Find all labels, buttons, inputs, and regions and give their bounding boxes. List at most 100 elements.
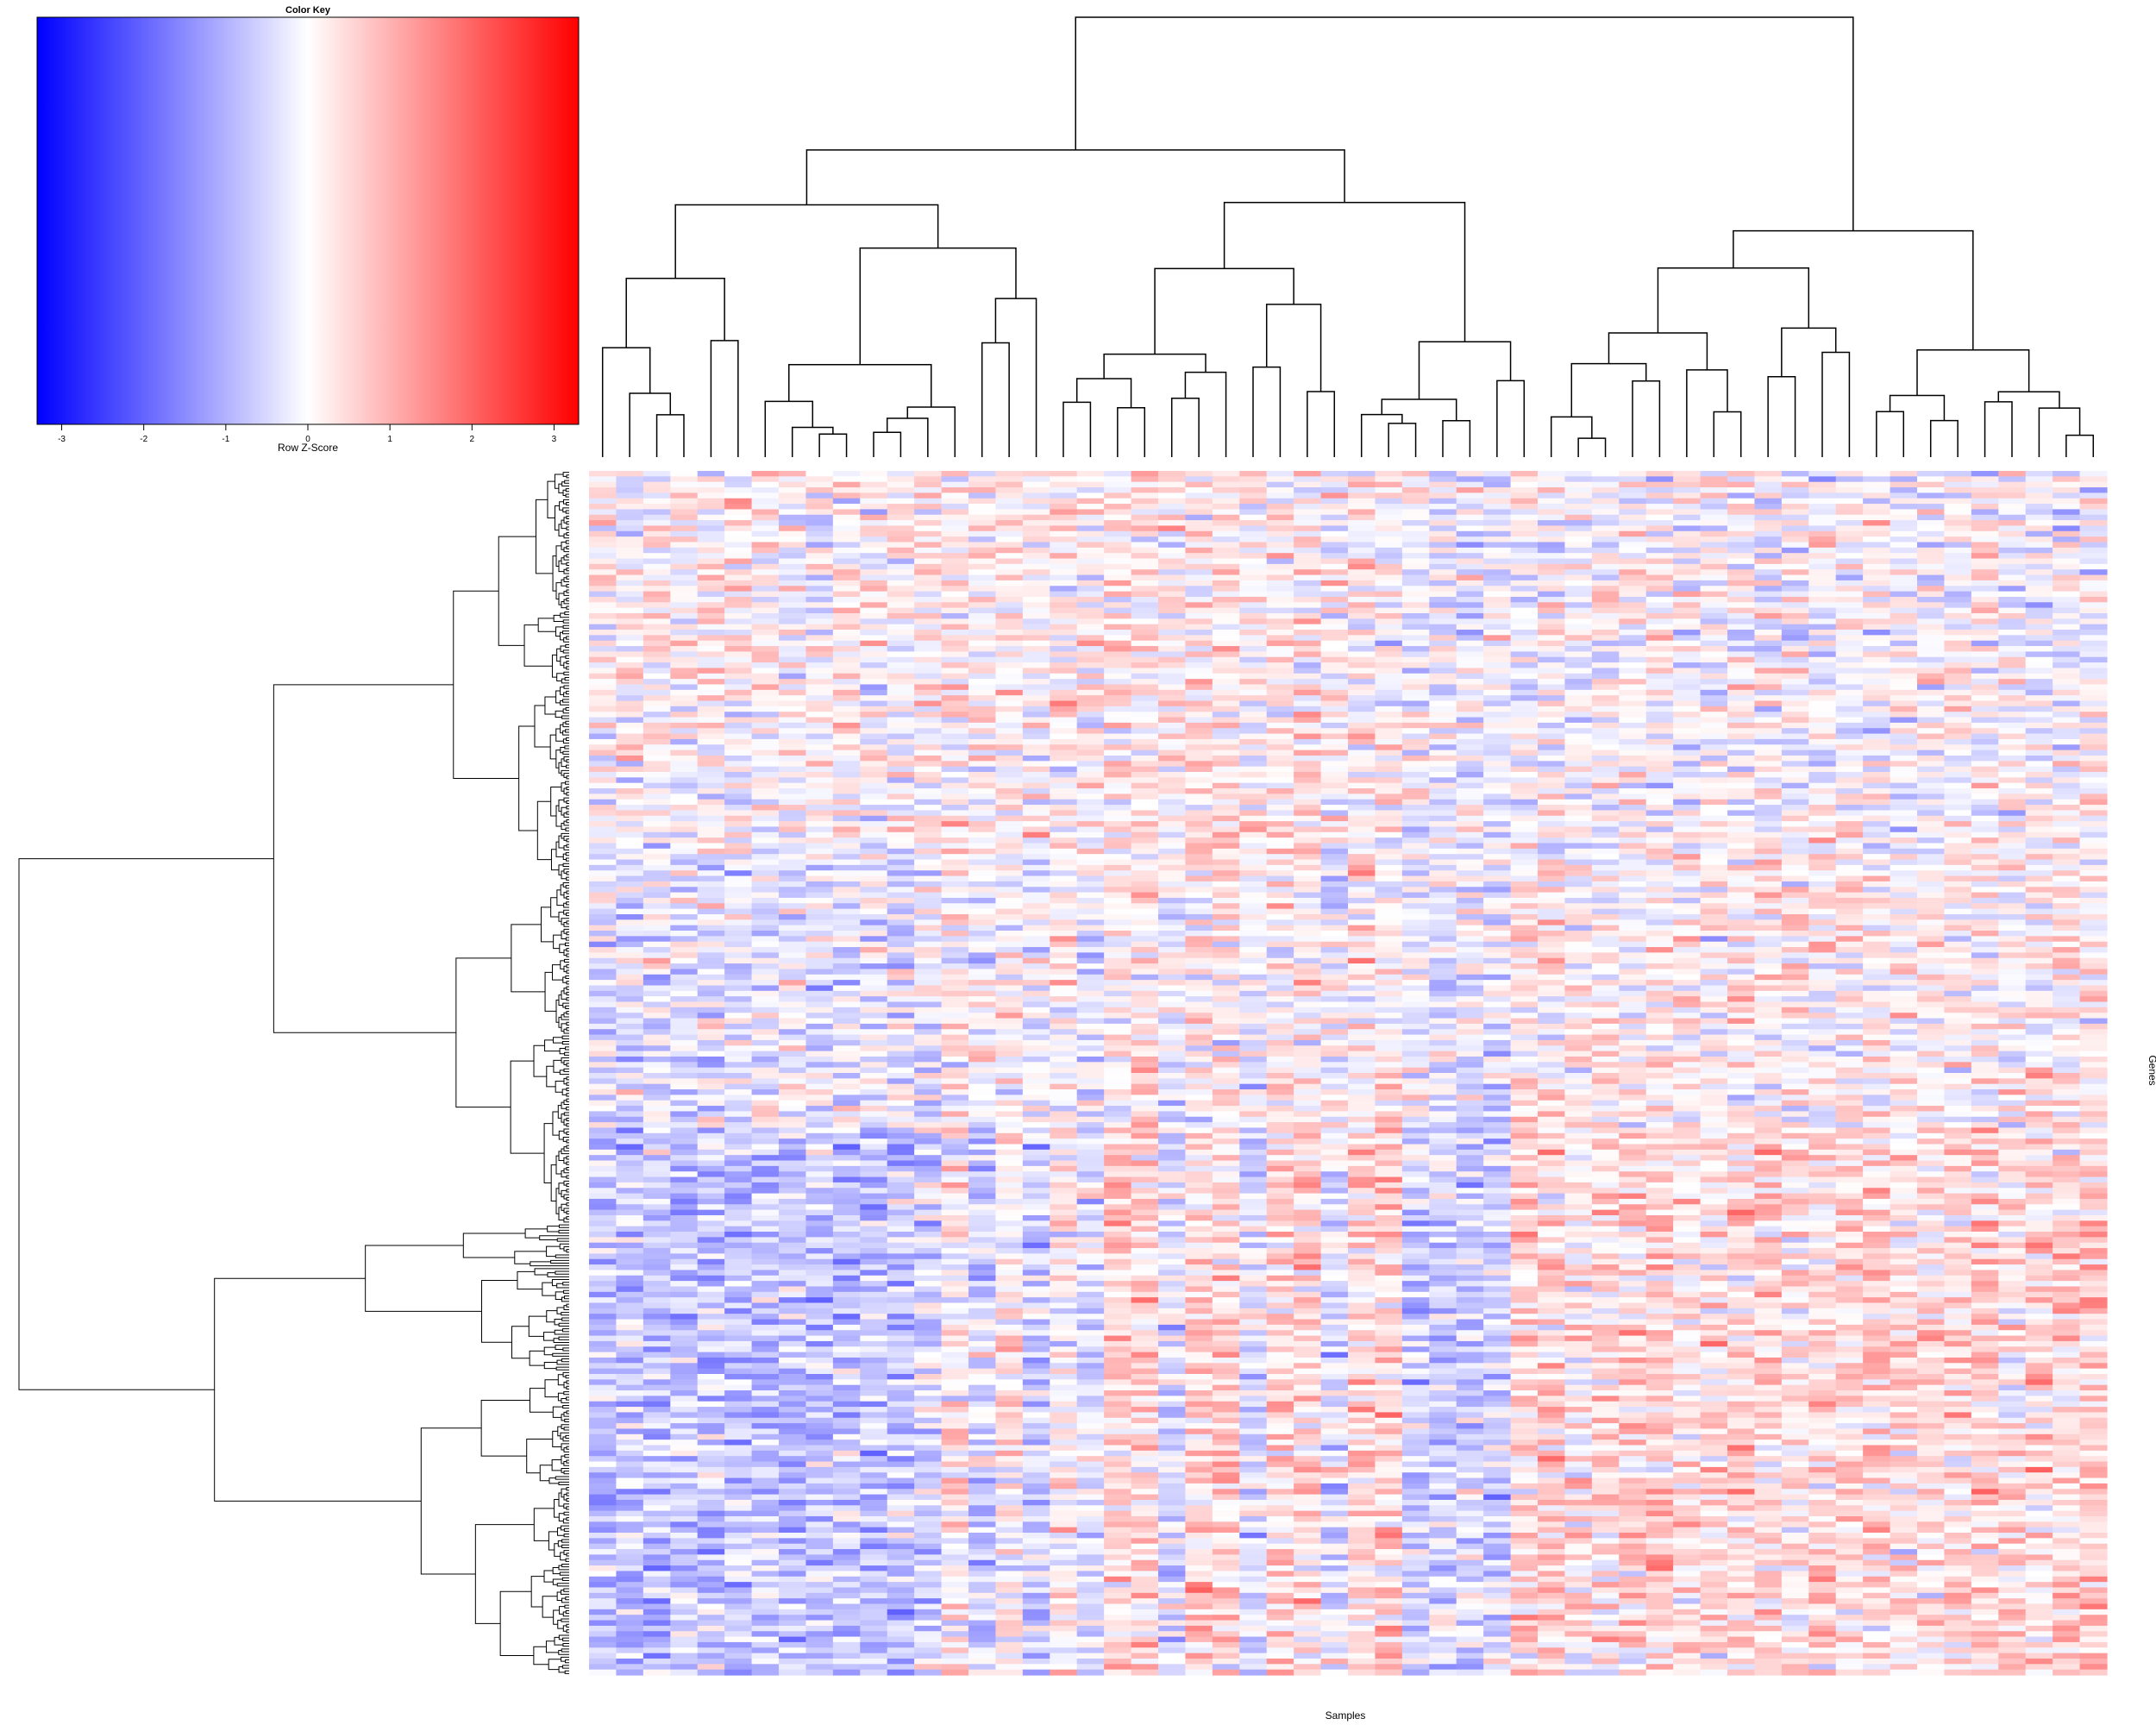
heatmap-cell xyxy=(1131,864,1159,871)
heatmap-cell xyxy=(1673,712,1702,718)
heatmap-cell xyxy=(616,558,644,565)
heatmap-cell xyxy=(1375,635,1403,642)
heatmap-cell xyxy=(1483,591,1512,598)
heatmap-cell xyxy=(670,848,699,855)
heatmap-cell xyxy=(1727,821,1756,828)
heatmap-cell xyxy=(1320,679,1349,686)
heatmap-cell xyxy=(1429,656,1457,663)
heatmap-cell xyxy=(914,706,943,712)
heatmap-cell xyxy=(995,481,1024,488)
heatmap-cell xyxy=(1076,794,1105,800)
heatmap-cell xyxy=(1700,514,1728,521)
heatmap-cell xyxy=(1998,777,2027,784)
heatmap-cell xyxy=(1863,607,1891,614)
heatmap-cell xyxy=(1754,887,1783,894)
heatmap-cell xyxy=(1510,722,1539,729)
heatmap-cell xyxy=(642,618,671,625)
row-dendrogram-link xyxy=(558,1336,569,1340)
heatmap-cell xyxy=(1429,733,1457,740)
heatmap-cell xyxy=(697,821,725,828)
heatmap-cell xyxy=(1185,881,1213,888)
heatmap-cell xyxy=(1348,684,1376,691)
heatmap-cell xyxy=(1104,635,1132,642)
heatmap-cell xyxy=(1835,525,1864,532)
heatmap-cell xyxy=(1050,618,1078,625)
heatmap-cell xyxy=(1944,635,1972,642)
heatmap-cell xyxy=(995,837,1024,844)
heatmap-cell xyxy=(642,612,671,619)
heatmap-cell xyxy=(1266,651,1294,658)
heatmap-cell xyxy=(1863,553,1891,560)
heatmap-cell xyxy=(1727,777,1756,784)
heatmap-cell xyxy=(642,881,671,888)
heatmap-cell xyxy=(1754,492,1783,499)
heatmap-cell xyxy=(1835,799,1864,806)
heatmap-cell xyxy=(941,805,969,812)
heatmap-cell xyxy=(1456,525,1484,532)
heatmap-cell xyxy=(1673,903,1702,910)
heatmap-cell xyxy=(805,547,834,554)
heatmap-cell xyxy=(779,498,807,505)
heatmap-cell xyxy=(1266,514,1294,521)
heatmap-cell xyxy=(697,788,725,794)
heatmap-cell xyxy=(1591,892,1620,899)
heatmap-cell xyxy=(832,536,861,543)
heatmap-cell xyxy=(670,782,699,789)
heatmap-cell xyxy=(1645,777,1674,784)
heatmap-cell xyxy=(1076,782,1105,789)
heatmap-cell xyxy=(1700,794,1728,800)
heatmap-cell xyxy=(1564,843,1593,850)
heatmap-cell xyxy=(941,722,969,729)
heatmap-cell xyxy=(2025,903,2053,910)
heatmap-cell xyxy=(1781,695,1809,702)
heatmap-cell xyxy=(2079,574,2108,581)
heatmap-cell xyxy=(1564,744,1593,751)
heatmap-cell xyxy=(860,651,888,658)
heatmap-cell xyxy=(1700,684,1728,691)
heatmap-cell xyxy=(832,481,861,488)
heatmap-cell xyxy=(1401,574,1430,581)
row-dendrogram-link xyxy=(556,1238,569,1242)
heatmap-cell xyxy=(1294,679,1322,686)
heatmap-cell xyxy=(1754,689,1783,696)
heatmap-cell xyxy=(1998,821,2027,828)
row-dendrogram-link xyxy=(564,611,569,616)
heatmap-cell xyxy=(1104,607,1132,614)
row-dendrogram-link xyxy=(563,1534,569,1538)
heatmap-cell xyxy=(1050,591,1078,598)
heatmap-cell xyxy=(1266,854,1294,861)
heatmap-cell xyxy=(1104,738,1132,745)
heatmap-cell xyxy=(1835,733,1864,740)
heatmap-cell xyxy=(779,646,807,652)
heatmap-cell xyxy=(832,673,861,680)
heatmap-cell xyxy=(2025,662,2053,669)
heatmap-cell xyxy=(1917,766,1946,773)
heatmap-cell xyxy=(1429,481,1457,488)
heatmap-cell xyxy=(1673,673,1702,680)
heatmap-cell xyxy=(887,750,915,756)
heatmap-cell xyxy=(2053,558,2081,565)
heatmap-cell xyxy=(642,487,671,493)
heatmap-cell xyxy=(670,826,699,833)
heatmap-cell xyxy=(995,602,1024,609)
heatmap-cell xyxy=(1266,662,1294,669)
heatmap-cell xyxy=(1456,815,1484,822)
heatmap-cell xyxy=(887,761,915,768)
heatmap-cell xyxy=(589,887,617,894)
heatmap-cell xyxy=(616,679,644,686)
heatmap-cell xyxy=(1375,525,1403,532)
heatmap-cell xyxy=(1022,646,1050,652)
heatmap-cell xyxy=(1971,492,1999,499)
heatmap-cell xyxy=(1510,777,1539,784)
heatmap-cell xyxy=(860,596,888,603)
heatmap-cell xyxy=(1917,892,1946,899)
heatmap-cell xyxy=(1022,826,1050,833)
heatmap-cell xyxy=(1158,602,1187,609)
heatmap-cell xyxy=(616,881,644,888)
heatmap-cell xyxy=(995,821,1024,828)
heatmap-cell xyxy=(914,487,943,493)
heatmap-cell xyxy=(1971,679,1999,686)
heatmap-cell xyxy=(642,679,671,686)
heatmap-cell xyxy=(670,471,699,477)
heatmap-cell xyxy=(2025,815,2053,822)
